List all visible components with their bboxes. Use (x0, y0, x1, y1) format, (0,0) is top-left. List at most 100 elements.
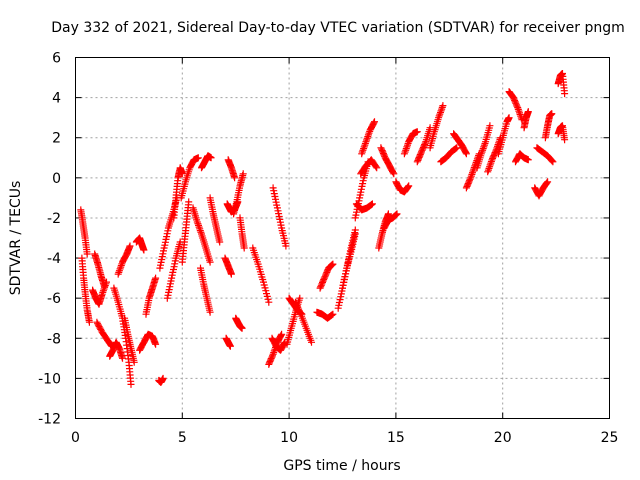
plot-frame (75, 57, 610, 419)
series-arc62 (533, 144, 557, 166)
series-arc58 (505, 88, 526, 124)
series-arc54 (462, 150, 483, 192)
series-arc23 (222, 334, 234, 350)
x-tick-label: 20 (494, 430, 512, 446)
data-point (295, 307, 303, 315)
data-point (119, 354, 126, 362)
y-tick-label: 0 (52, 171, 61, 187)
series-arc60 (520, 108, 532, 132)
data-point (544, 178, 552, 186)
series-arc30 (249, 244, 273, 306)
series-arc64 (554, 70, 569, 98)
data-point (548, 110, 556, 118)
x-tick-label: 10 (280, 430, 298, 446)
series-arc47 (380, 210, 401, 232)
series-arc08 (114, 242, 134, 278)
data-point (238, 324, 246, 332)
series-arc01 (77, 206, 91, 258)
series-arc21 (198, 152, 215, 172)
data-point (514, 105, 522, 113)
y-tick-labels: -12 -10 -8 -6 -4 -2 0 2 4 6 (38, 51, 61, 428)
y-tick-label: 4 (52, 91, 61, 107)
data-point (226, 342, 234, 350)
series-arc52 (437, 144, 461, 166)
series-arc51 (426, 102, 447, 152)
series-arc26 (224, 156, 239, 182)
series-arc20 (197, 264, 214, 316)
data-point (371, 118, 378, 126)
x-tick-label: 25 (601, 430, 619, 446)
series-arc17 (177, 154, 202, 202)
data-point (368, 200, 376, 208)
series-arc40 (339, 226, 359, 292)
data-point (292, 298, 299, 306)
series-arc44 (358, 118, 378, 158)
data-point (549, 158, 557, 166)
series-arc05 (93, 318, 116, 350)
series-arc46 (377, 144, 398, 178)
data-point (462, 150, 470, 158)
data-point (413, 128, 421, 136)
x-axis-label: GPS time / hours (283, 458, 400, 474)
data-point (453, 144, 461, 152)
data-point (83, 250, 91, 258)
data-point (207, 154, 215, 162)
data-point (152, 340, 160, 348)
series-arc43 (357, 156, 381, 178)
data-point (373, 164, 381, 172)
series-arc31 (265, 330, 286, 368)
y-tick-label: -12 (38, 412, 61, 428)
data-point (206, 258, 214, 266)
data-point (359, 146, 367, 154)
data-point (194, 154, 202, 162)
data-point (293, 302, 301, 310)
series-arc10 (132, 234, 148, 254)
series-arc50 (413, 124, 434, 166)
data-point (308, 338, 315, 346)
series-arc16 (170, 164, 186, 222)
y-tick-label: -6 (47, 291, 61, 307)
chart-title: Day 332 of 2021, Sidereal Day-to-day VTE… (51, 20, 625, 36)
data-point (296, 309, 304, 316)
series-arc53 (450, 130, 470, 158)
data-point (505, 114, 513, 122)
data-point (547, 156, 555, 164)
data-point (227, 270, 235, 278)
data-point (265, 298, 273, 306)
data-point (231, 174, 239, 182)
data-point (372, 163, 380, 171)
data-point (140, 246, 148, 254)
data-point (548, 157, 556, 165)
series-arc04 (91, 250, 108, 290)
data-point (390, 170, 398, 178)
x-tick-labels: 0 5 10 15 20 25 (71, 430, 618, 446)
series-arc56 (484, 134, 505, 176)
y-tick-label: 2 (52, 131, 61, 147)
data-point (393, 210, 401, 218)
series-arc19 (189, 204, 214, 266)
data-point (516, 111, 524, 118)
series-arc36 (292, 298, 315, 346)
data-point (278, 330, 286, 338)
series-arc12 (142, 274, 160, 318)
series-arc22 (206, 194, 224, 246)
data-point (439, 102, 447, 110)
data-point (436, 110, 444, 118)
series-arc63 (541, 110, 556, 142)
y-tick-label: -4 (47, 251, 61, 267)
series-arc37 (313, 308, 337, 322)
series-arc29 (236, 214, 248, 252)
series-arc48 (392, 178, 413, 196)
data-point (484, 168, 492, 176)
data-point (127, 380, 135, 388)
data-point (561, 136, 569, 144)
data-point (405, 182, 413, 190)
series-arc09 (121, 314, 138, 366)
series-arc65 (554, 122, 569, 144)
gridlines (75, 57, 610, 419)
series-arc24 (221, 254, 235, 278)
series-arc42 (352, 200, 376, 214)
data-markers (77, 70, 569, 388)
data-point (292, 300, 300, 308)
